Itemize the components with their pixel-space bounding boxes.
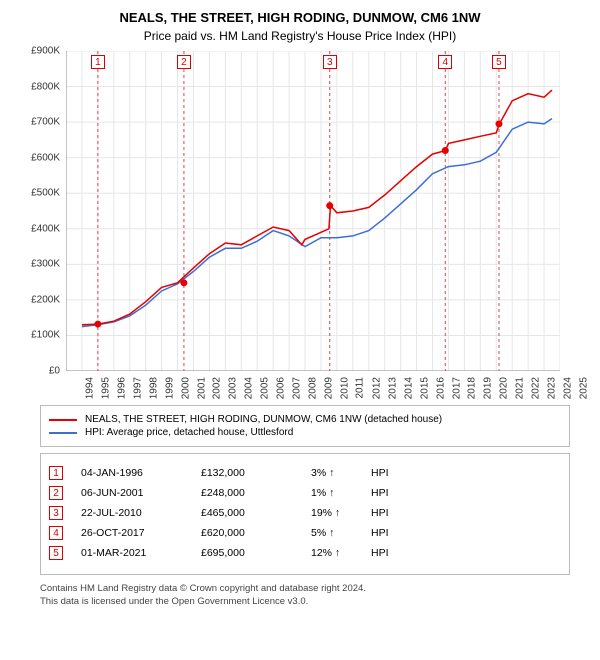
y-tick-label: £800K bbox=[20, 81, 60, 92]
table-row: 5 01-MAR-2021£695,00012% ↑HPI bbox=[49, 546, 561, 560]
callout-marker: 2 bbox=[177, 55, 191, 69]
x-tick-label: 2009 bbox=[323, 377, 334, 399]
x-tick-label: 2012 bbox=[371, 377, 382, 399]
row-date: 06-JUN-2001 bbox=[81, 487, 201, 499]
row-hpi-label: HPI bbox=[371, 547, 389, 559]
footer-line1: Contains HM Land Registry data © Crown c… bbox=[40, 583, 570, 596]
row-date: 04-JAN-1996 bbox=[81, 467, 201, 479]
row-hpi-label: HPI bbox=[371, 507, 389, 519]
x-tick-label: 2015 bbox=[419, 377, 430, 399]
row-pct: 12% ↑ bbox=[311, 547, 371, 559]
y-tick-label: £500K bbox=[20, 188, 60, 199]
x-tick-label: 2000 bbox=[180, 377, 191, 399]
row-price: £248,000 bbox=[201, 487, 311, 499]
x-tick-label: 2010 bbox=[339, 377, 350, 399]
y-tick-label: £300K bbox=[20, 259, 60, 270]
row-marker: 3 bbox=[49, 506, 63, 520]
chart-area: £0 £100K £200K £300K £400K £500K £600K £700K £80… bbox=[20, 51, 580, 391]
table-row: 4 26-OCT-2017£620,0005% ↑HPI bbox=[49, 526, 561, 540]
row-price: £620,000 bbox=[201, 527, 311, 539]
x-tick-label: 2023 bbox=[546, 377, 557, 399]
x-tick-label: 2005 bbox=[260, 377, 271, 399]
row-hpi-label: HPI bbox=[371, 467, 389, 479]
table-row: 1 04-JAN-1996£132,0003% ↑HPI bbox=[49, 466, 561, 480]
row-hpi-label: HPI bbox=[371, 487, 389, 499]
x-tick-label: 2002 bbox=[212, 377, 223, 399]
footer: Contains HM Land Registry data © Crown c… bbox=[40, 583, 570, 609]
x-tick-label: 2004 bbox=[244, 377, 255, 399]
x-tick-label: 2014 bbox=[403, 377, 414, 399]
table-row: 2 06-JUN-2001£248,0001% ↑HPI bbox=[49, 486, 561, 500]
row-marker: 5 bbox=[49, 546, 63, 560]
x-tick-label: 2021 bbox=[515, 377, 526, 399]
x-tick-label: 2019 bbox=[483, 377, 494, 399]
y-tick-label: £900K bbox=[20, 46, 60, 57]
y-tick-label: £100K bbox=[20, 330, 60, 341]
x-tick-label: 1996 bbox=[116, 377, 127, 399]
y-tick-label: £700K bbox=[20, 117, 60, 128]
y-tick-label: £400K bbox=[20, 223, 60, 234]
x-tick-label: 2020 bbox=[499, 377, 510, 399]
transactions-table: 104-JAN-1996£132,0003% ↑HPI206-JUN-2001£… bbox=[40, 453, 570, 575]
x-tick-label: 2013 bbox=[387, 377, 398, 399]
x-tick-label: 2018 bbox=[467, 377, 478, 399]
y-tick-label: £200K bbox=[20, 294, 60, 305]
x-tick-label: 2024 bbox=[562, 377, 573, 399]
row-date: 26-OCT-2017 bbox=[81, 527, 201, 539]
table-row: 3 22-JUL-2010£465,00019% ↑HPI bbox=[49, 506, 561, 520]
legend-item: NEALS, THE STREET, HIGH RODING, DUNMOW, … bbox=[49, 414, 561, 425]
chart-title-line1: NEALS, THE STREET, HIGH RODING, DUNMOW, … bbox=[0, 10, 600, 25]
x-tick-label: 2008 bbox=[307, 377, 318, 399]
x-tick-label: 1999 bbox=[164, 377, 175, 399]
x-tick-label: 2016 bbox=[435, 377, 446, 399]
row-marker: 1 bbox=[49, 466, 63, 480]
legend-label: NEALS, THE STREET, HIGH RODING, DUNMOW, … bbox=[85, 414, 442, 425]
row-price: £695,000 bbox=[201, 547, 311, 559]
row-pct: 5% ↑ bbox=[311, 527, 371, 539]
x-tick-label: 1995 bbox=[100, 377, 111, 399]
row-pct: 3% ↑ bbox=[311, 467, 371, 479]
x-tick-label: 1997 bbox=[132, 377, 143, 399]
x-tick-label: 2017 bbox=[451, 377, 462, 399]
legend-swatch bbox=[49, 432, 77, 434]
x-tick-label: 2022 bbox=[530, 377, 541, 399]
row-date: 01-MAR-2021 bbox=[81, 547, 201, 559]
line-chart bbox=[66, 51, 560, 371]
x-tick-label: 2011 bbox=[354, 377, 365, 399]
row-price: £465,000 bbox=[201, 507, 311, 519]
x-tick-label: 2006 bbox=[275, 377, 286, 399]
y-tick-label: £0 bbox=[20, 366, 60, 377]
row-price: £132,000 bbox=[201, 467, 311, 479]
callout-marker: 3 bbox=[323, 55, 337, 69]
row-pct: 19% ↑ bbox=[311, 507, 371, 519]
row-marker: 4 bbox=[49, 526, 63, 540]
chart-title-line2: Price paid vs. HM Land Registry's House … bbox=[0, 29, 600, 43]
row-pct: 1% ↑ bbox=[311, 487, 371, 499]
footer-line2: This data is licensed under the Open Gov… bbox=[40, 596, 570, 609]
legend-item: HPI: Average price, detached house, Uttl… bbox=[49, 427, 561, 438]
callout-marker: 1 bbox=[91, 55, 105, 69]
x-tick-label: 2001 bbox=[196, 377, 207, 399]
callout-marker: 5 bbox=[492, 55, 506, 69]
x-tick-label: 2025 bbox=[578, 377, 589, 399]
legend-swatch bbox=[49, 419, 77, 421]
legend-label: HPI: Average price, detached house, Uttl… bbox=[85, 427, 293, 438]
y-tick-label: £600K bbox=[20, 152, 60, 163]
row-marker: 2 bbox=[49, 486, 63, 500]
row-date: 22-JUL-2010 bbox=[81, 507, 201, 519]
row-hpi-label: HPI bbox=[371, 527, 389, 539]
x-tick-label: 1994 bbox=[84, 377, 95, 399]
x-tick-label: 2007 bbox=[291, 377, 302, 399]
callout-marker: 4 bbox=[438, 55, 452, 69]
x-tick-label: 2003 bbox=[228, 377, 239, 399]
legend: NEALS, THE STREET, HIGH RODING, DUNMOW, … bbox=[40, 405, 570, 447]
x-tick-label: 1998 bbox=[148, 377, 159, 399]
